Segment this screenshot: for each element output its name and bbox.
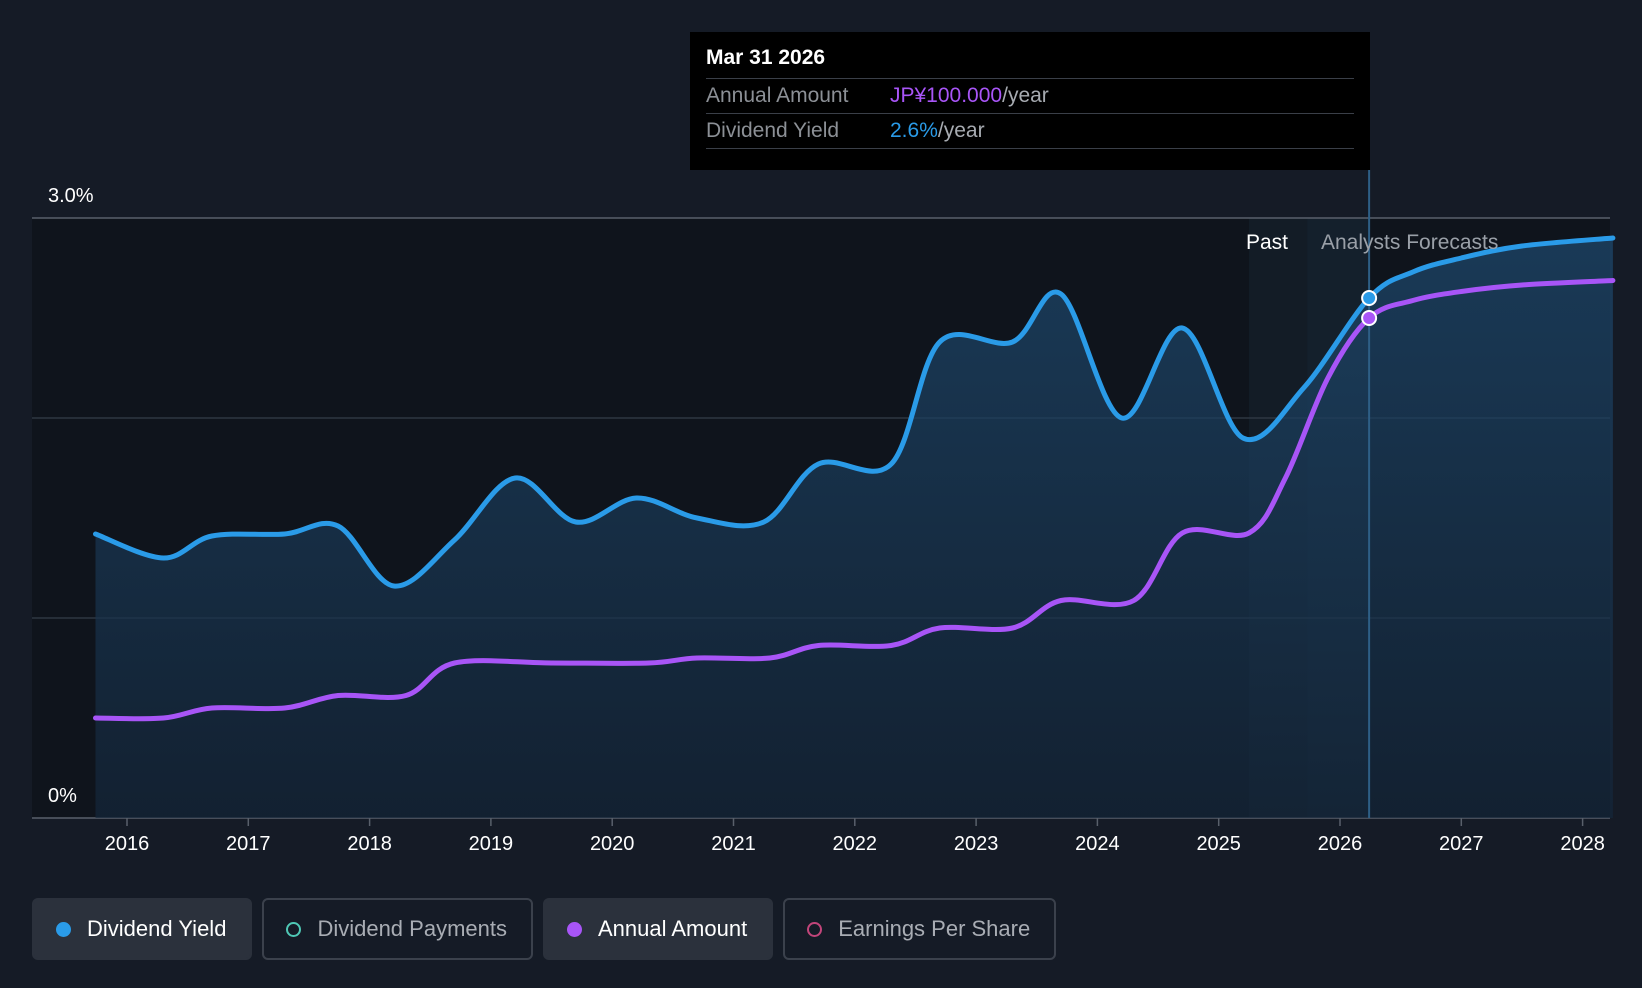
past-region-label: Past xyxy=(1246,231,1288,254)
legend-dividend-yield-label: Dividend Yield xyxy=(87,916,227,941)
x-tick-label: 2027 xyxy=(1439,833,1484,855)
dividend-yield-dot-icon xyxy=(56,921,71,937)
chart-tooltip: Mar 31 2026 Annual Amount JP¥100.000 /ye… xyxy=(690,32,1370,170)
dividend-yield-line[interactable] xyxy=(93,235,1616,589)
legend-annual-amount-toggle[interactable]: Annual Amount xyxy=(542,898,774,960)
x-tick-label: 2025 xyxy=(1196,833,1241,855)
x-tick-label: 2017 xyxy=(226,833,271,855)
tooltip-annual-amount-row: Annual Amount JP¥100.000 /year xyxy=(706,79,1354,114)
legend-annual-amount-label: Annual Amount xyxy=(597,916,748,941)
x-tick-label: 2018 xyxy=(347,833,392,855)
x-tick-label: 2024 xyxy=(1075,833,1120,855)
dividend-payments-ring-icon xyxy=(286,921,302,937)
tooltip-annual-amount-unit: /year xyxy=(1002,84,1049,107)
x-tick-label: 2020 xyxy=(590,833,635,855)
tooltip-dividend-yield-value: 2.6% xyxy=(890,119,938,142)
tooltip-annual-amount-value: JP¥100.000 xyxy=(890,84,1003,107)
x-tick-label: 2028 xyxy=(1560,833,1605,855)
legend-dividend-yield-toggle[interactable]: Dividend Yield xyxy=(32,898,253,960)
x-tick-label: 2021 xyxy=(711,833,756,855)
tooltip-date: Mar 31 2026 xyxy=(706,44,1354,79)
forecast-region-label: Analysts Forecasts xyxy=(1321,231,1498,254)
legend-earnings-per-share-label: Earnings Per Share xyxy=(838,916,1031,941)
x-tick-label: 2016 xyxy=(105,833,150,855)
annual-amount-marker[interactable] xyxy=(1361,310,1378,326)
x-tick-label: 2023 xyxy=(954,833,999,855)
legend-earnings-per-share-toggle[interactable]: Earnings Per Share xyxy=(783,898,1057,960)
tooltip-dividend-yield-label: Dividend Yield xyxy=(706,119,840,142)
annual-amount-dot-icon xyxy=(566,921,582,937)
earnings-per-share-ring-icon xyxy=(807,921,823,937)
y-axis-label-max: 3.0% xyxy=(48,185,94,207)
tooltip-annual-amount-label: Annual Amount xyxy=(706,84,849,107)
y-axis-label-min: 0% xyxy=(48,785,77,807)
annual-amount-line[interactable] xyxy=(93,278,1616,722)
tooltip-dividend-yield-unit: /year xyxy=(937,119,985,142)
legend-dividend-payments-toggle[interactable]: Dividend Payments xyxy=(262,898,533,960)
dividend-yield-marker[interactable] xyxy=(1361,290,1378,306)
dividend-yield-area xyxy=(95,238,1613,818)
x-tick-label: 2022 xyxy=(833,833,878,855)
chart-legend: Dividend Yield Dividend Payments Annual … xyxy=(32,898,1057,960)
legend-dividend-payments-label: Dividend Payments xyxy=(317,916,507,941)
tooltip-dividend-yield-row: Dividend Yield 2.6% /year xyxy=(706,114,1354,149)
x-tick-label: 2019 xyxy=(469,833,514,855)
x-tick-label: 2026 xyxy=(1318,833,1363,855)
